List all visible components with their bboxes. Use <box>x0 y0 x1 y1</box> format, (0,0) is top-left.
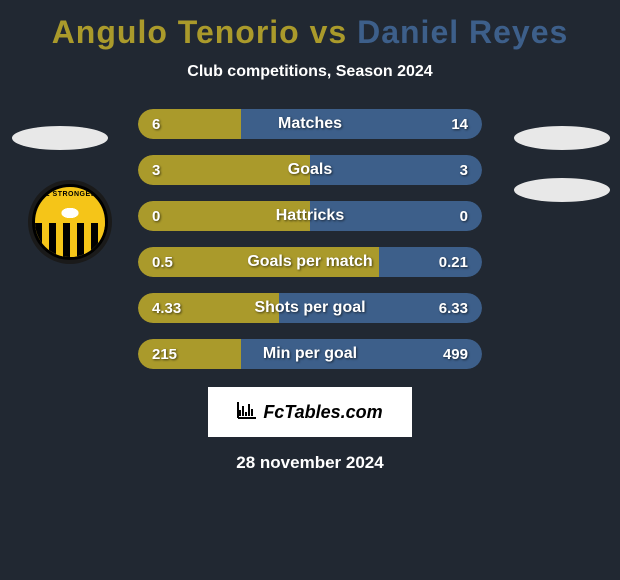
stat-row: 614Matches <box>138 109 482 139</box>
infographic-container: Angulo Tenorio vs Daniel Reyes Club comp… <box>0 0 620 483</box>
placeholder-oval-right-2 <box>514 178 610 202</box>
stat-label: Matches <box>138 109 482 139</box>
stat-row: 0.50.21Goals per match <box>138 247 482 277</box>
placeholder-oval-right-1 <box>514 126 610 150</box>
comparison-bars: 614Matches 33Goals 00Hattricks 0.50.21Goals… <box>138 109 482 369</box>
stat-label: Shots per goal <box>138 293 482 323</box>
player2-name: Daniel Reyes <box>357 14 568 50</box>
club-badge-text: HE STRONGEST <box>35 191 105 198</box>
stat-label: Goals per match <box>138 247 482 277</box>
club-badge-inner: HE STRONGEST <box>32 184 108 260</box>
stat-row: 4.336.33Shots per goal <box>138 293 482 323</box>
stat-label: Goals <box>138 155 482 185</box>
stat-row: 33Goals <box>138 155 482 185</box>
stat-row: 215499Min per goal <box>138 339 482 369</box>
placeholder-oval-left <box>12 126 108 150</box>
tiger-icon <box>50 201 90 225</box>
date-label: 28 november 2024 <box>0 453 620 473</box>
title-vs: vs <box>310 14 357 50</box>
chart-icon <box>237 401 257 424</box>
player1-name: Angulo Tenorio <box>52 14 300 50</box>
stat-label: Min per goal <box>138 339 482 369</box>
stat-label: Hattricks <box>138 201 482 231</box>
page-title: Angulo Tenorio vs Daniel Reyes <box>0 14 620 51</box>
subtitle: Club competitions, Season 2024 <box>0 63 620 81</box>
brand-logo: FcTables.com <box>208 387 412 437</box>
badge-stripes <box>35 223 105 257</box>
stat-row: 00Hattricks <box>138 201 482 231</box>
brand-text: FcTables.com <box>263 402 382 423</box>
club-badge: HE STRONGEST <box>28 180 112 264</box>
